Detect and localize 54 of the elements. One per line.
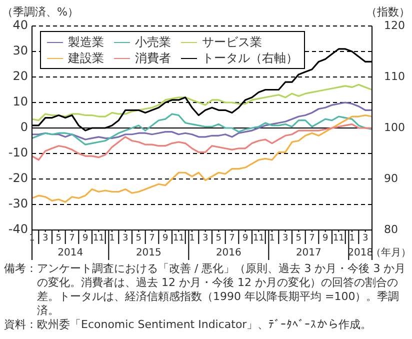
y-tick-label: -10 — [8, 146, 28, 160]
x-tick-label: 5 — [136, 233, 142, 244]
y-tick-label: -30 — [8, 196, 28, 211]
text: 備考：アンケート調査における「改善 / 悪化」（原則、過去 3 か月・今後 3 か月の変化。消費者は、過去 12 か月・今後 12 か月の変化）の回答の割合の差。トータルは、経済信頼感指数（1990 年以降長期平均 =100）。季調済。 — [4, 262, 407, 318]
x-tick-label: 9 — [162, 233, 168, 244]
x-tick-label: 3 — [362, 233, 368, 244]
x-axis-title: （年月） — [371, 246, 411, 259]
x-tick-label: 3 — [122, 233, 128, 244]
y-tick-label: 10 — [12, 94, 28, 109]
x-tick-label: 1 — [189, 233, 195, 244]
text: 2014 — [58, 248, 84, 259]
y-tick-label: 30 — [12, 44, 28, 58]
x-tick-label: 7 — [69, 233, 75, 244]
x-tick-label: 5 — [296, 233, 302, 244]
x-tick-label: 1 — [269, 233, 275, 244]
legend-label: 小売業 — [135, 34, 171, 50]
x-tick-label: 3 — [202, 233, 208, 244]
y-tick-label: 40 — [12, 18, 28, 32]
x-tick-label: 9 — [242, 233, 248, 244]
y2-tick-label: 90 — [384, 172, 398, 185]
text: 資料：欧州委「Economic Sentiment Indicator」、ﾃﾞｰﾀﾍﾞｰｽから作成。 — [4, 318, 373, 332]
text: 2017 — [296, 248, 322, 259]
y-tick-label: -40 — [8, 222, 28, 236]
x-tick-label: 11 — [252, 233, 264, 244]
x-tick-label: 9 — [82, 233, 88, 244]
legend-label: 消費者 — [135, 50, 171, 66]
y-tick-label: 20 — [12, 69, 28, 84]
y-axis-title: （季調済、%） — [2, 5, 78, 18]
x-tick-label: 1 — [349, 233, 355, 244]
y2-tick-label: 80 — [384, 222, 398, 236]
x-tick-label: 5 — [56, 233, 62, 244]
x-tick-label: 9 — [322, 233, 328, 244]
x-tick-label: 3 — [42, 233, 48, 244]
y-tick-label: 0 — [20, 120, 28, 134]
x-tick-label: 11 — [332, 233, 344, 244]
x-tick-label: 11 — [172, 233, 184, 244]
y2-axis-title: （指数） — [366, 5, 410, 18]
text: 2016 — [216, 248, 242, 259]
x-tick-label: 7 — [229, 233, 235, 244]
legend-label: 製造業 — [68, 34, 104, 50]
x-tick-label: 11 — [92, 233, 104, 244]
x-tick-label: 7 — [149, 233, 155, 244]
x-tick-label: 1 — [109, 233, 115, 244]
y2-tick-label: 110 — [384, 70, 405, 83]
y2-tick-label: 120 — [384, 18, 405, 32]
x-tick-label: 3 — [282, 233, 288, 244]
y-tick-label: -20 — [8, 171, 28, 186]
x-tick-label: 5 — [216, 233, 222, 244]
legend-label: サービス業 — [202, 34, 262, 50]
x-tick-label: 7 — [309, 233, 315, 244]
legend-label: トータル（右軸） — [202, 50, 298, 66]
legend-label: 建設業 — [68, 50, 104, 66]
text: 2015 — [136, 248, 162, 259]
y2-tick-label: 100 — [384, 120, 405, 134]
